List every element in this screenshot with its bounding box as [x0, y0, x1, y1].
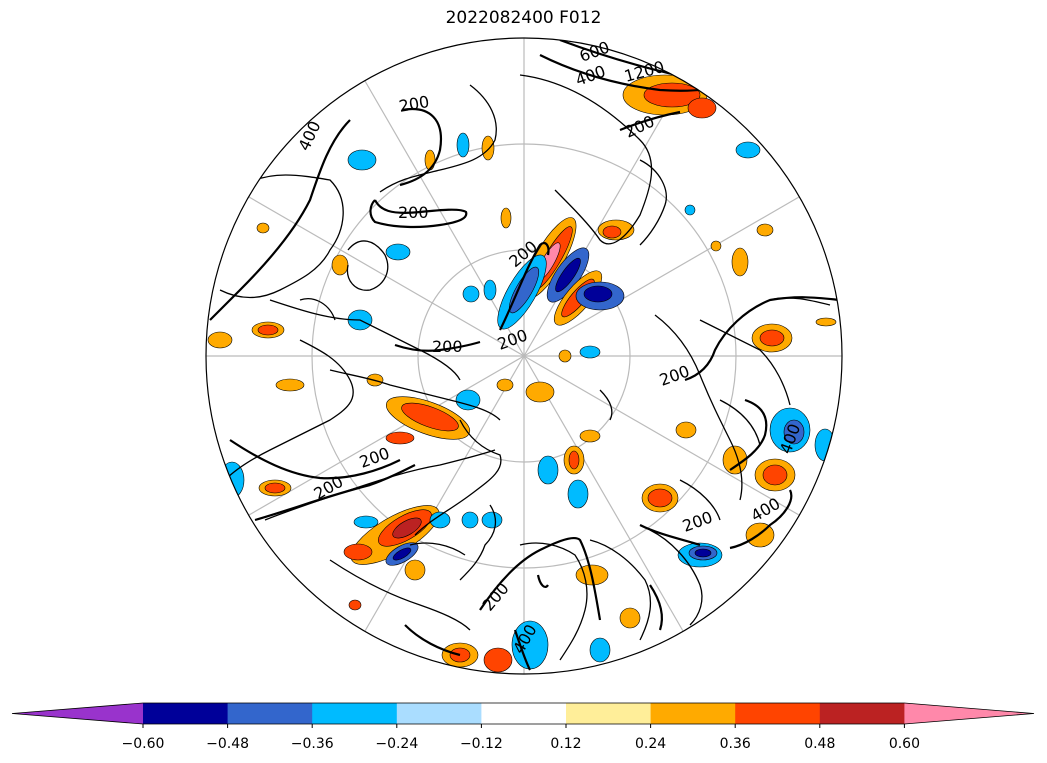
colorbar-extend-low	[12, 703, 143, 724]
colorbar-segment	[312, 703, 398, 724]
colorbar-segment	[396, 703, 482, 724]
colorbar-segment	[650, 703, 736, 724]
colorbar-tick-label: 0.24	[635, 736, 666, 752]
colorbar-ticks: −0.60 −0.48 −0.36 −0.24 −0.12 0.12 0.24 0.36 0.4…	[122, 724, 920, 752]
colorbar-tick-label: 0.60	[889, 736, 920, 752]
colorbar-tick-label: −0.48	[206, 736, 249, 752]
colorbar-tick-label: 0.12	[550, 736, 581, 752]
colorbar-segments	[11, 702, 1035, 725]
colorbar-segment	[735, 703, 821, 724]
contour-label: 200	[432, 337, 463, 356]
graticule	[206, 38, 842, 674]
polar-map: 200 200 200 200 200 200 200 200 200 200 …	[205, 37, 843, 675]
colorbar-segment	[819, 703, 905, 724]
coastlines	[219, 74, 831, 661]
colorbar-tick-label: −0.60	[122, 736, 165, 752]
colorbar-tick-label: −0.36	[291, 736, 334, 752]
map-title: 2022082400 F012	[445, 8, 602, 28]
colorbar-tick-label: −0.12	[460, 736, 503, 752]
colorbar-segment	[143, 703, 229, 724]
contour-label: 200	[398, 203, 429, 222]
map-boundary	[205, 37, 843, 675]
colorbar-tick-label: 0.48	[804, 736, 835, 752]
colorbar-segment	[481, 703, 567, 724]
colorbar-segment	[566, 703, 652, 724]
colorbar-extend-high	[904, 703, 1034, 724]
colorbar-segment	[227, 703, 313, 724]
colorbar-tick-label: −0.24	[375, 736, 418, 752]
colorbar-tick-label: 0.36	[720, 736, 751, 752]
